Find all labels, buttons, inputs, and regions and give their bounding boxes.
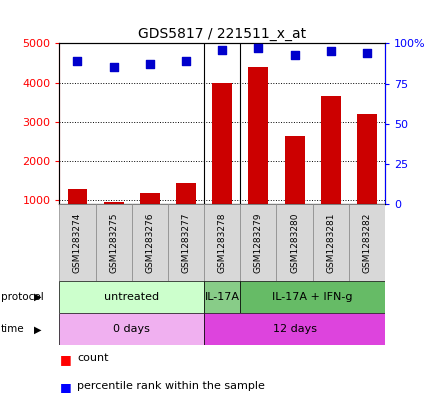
Text: GSM1283281: GSM1283281 (326, 213, 335, 273)
Bar (349, 204, 385, 281)
Text: IL-17A: IL-17A (205, 292, 240, 302)
Bar (240, 204, 276, 281)
Text: ▶: ▶ (34, 292, 41, 302)
Bar (59, 313, 204, 345)
Text: GSM1283282: GSM1283282 (363, 213, 371, 273)
Text: count: count (77, 353, 109, 363)
Text: ▶: ▶ (34, 324, 41, 334)
Text: GSM1283274: GSM1283274 (73, 213, 82, 273)
Point (327, 48, 334, 55)
Text: untreated: untreated (104, 292, 159, 302)
Text: ■: ■ (59, 381, 71, 393)
Bar (249, 67, 268, 240)
Text: 12 days: 12 days (272, 324, 316, 334)
Text: protocol: protocol (1, 292, 44, 302)
Bar (132, 204, 168, 281)
Bar (59, 281, 204, 313)
Point (291, 51, 298, 58)
Text: GSM1283278: GSM1283278 (218, 213, 227, 273)
Text: GSM1283276: GSM1283276 (145, 213, 154, 273)
Bar (204, 204, 240, 281)
Text: time: time (1, 324, 25, 334)
Bar (357, 114, 377, 240)
Bar (140, 193, 160, 240)
Bar (321, 96, 341, 240)
Point (219, 46, 226, 53)
Bar (104, 202, 124, 240)
Title: GDS5817 / 221511_x_at: GDS5817 / 221511_x_at (138, 27, 306, 41)
Text: GSM1283277: GSM1283277 (182, 213, 191, 273)
Point (183, 58, 190, 64)
Bar (285, 136, 304, 240)
Text: ■: ■ (59, 353, 71, 366)
Bar (59, 204, 95, 281)
Text: GSM1283280: GSM1283280 (290, 213, 299, 273)
Bar (204, 313, 385, 345)
Point (363, 50, 370, 56)
Text: 0 days: 0 days (114, 324, 150, 334)
Point (255, 45, 262, 51)
Bar (276, 204, 313, 281)
Bar (168, 204, 204, 281)
Text: percentile rank within the sample: percentile rank within the sample (77, 381, 265, 391)
Bar (212, 83, 232, 240)
Text: GSM1283275: GSM1283275 (109, 213, 118, 273)
Bar (68, 189, 88, 240)
Bar (313, 204, 349, 281)
Point (147, 61, 154, 67)
Text: IL-17A + IFN-g: IL-17A + IFN-g (272, 292, 353, 302)
Point (74, 58, 81, 64)
Bar (176, 183, 196, 240)
Bar (240, 281, 385, 313)
Text: GSM1283279: GSM1283279 (254, 213, 263, 273)
Point (110, 64, 117, 70)
Bar (95, 204, 132, 281)
Bar (204, 281, 240, 313)
